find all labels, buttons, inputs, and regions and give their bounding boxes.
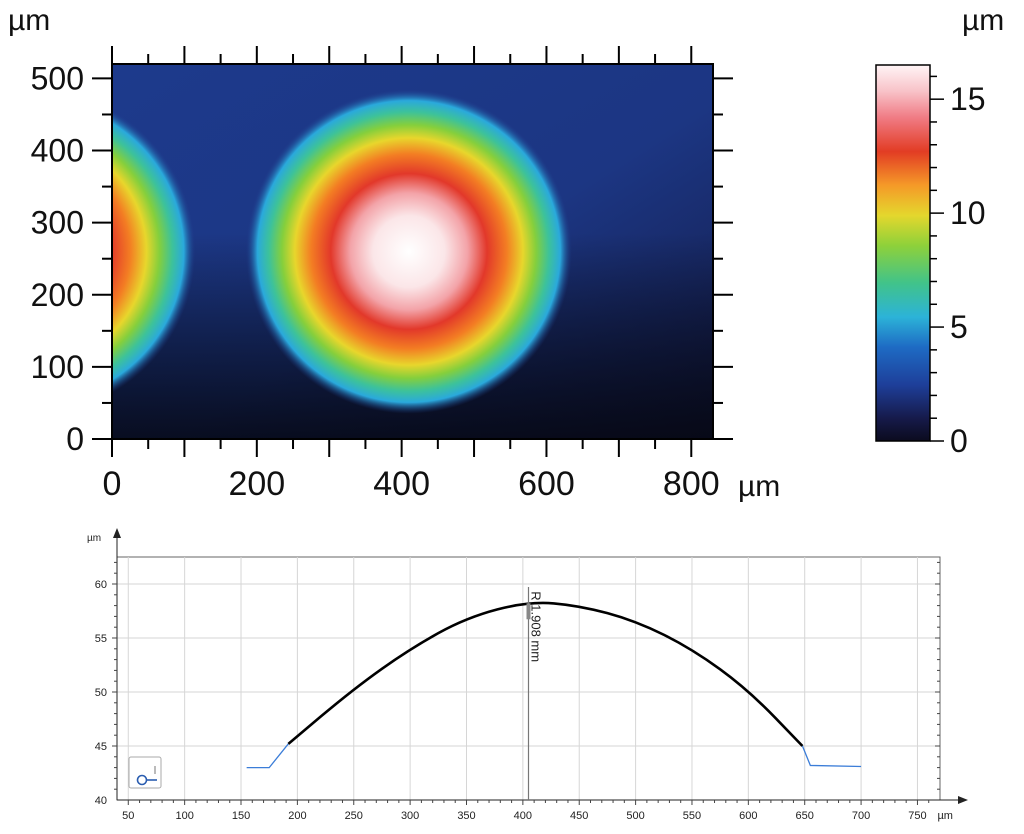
legend[interactable] (128, 756, 162, 789)
y-tick-label: 200 (31, 277, 84, 313)
radius-label: R 1.908 mm (529, 591, 544, 662)
colorbar: 0 5 10 15 µm (875, 4, 1004, 459)
y-tick-label: 55 (95, 633, 107, 645)
x-tick-label: 0 (103, 465, 122, 503)
x-tick-label: 100 (175, 810, 193, 822)
heatmap-frame (111, 63, 714, 440)
x-tick-label: 550 (683, 810, 701, 822)
x-axis-arrow (958, 796, 968, 804)
profile-chart: 50 100 150 200 250 300 350 400 450 500 550 600 650 70… (87, 528, 968, 822)
y-axis-arrow (113, 528, 121, 538)
x-tick-label: 650 (796, 810, 814, 822)
x-tick-label: 350 (457, 810, 475, 822)
x-tick-label: 500 (626, 810, 644, 822)
series-profile-baseline-right (801, 745, 862, 768)
cursor-icon[interactable] (136, 766, 158, 786)
x-tick-label: 800 (663, 465, 720, 503)
x-tick-label: 600 (518, 465, 575, 503)
x-tick-label: 600 (739, 810, 757, 822)
x-tick-label: 750 (908, 810, 926, 822)
y-tick-label: 0 (66, 421, 84, 457)
profile-y-unit: µm (87, 533, 101, 544)
x-tick-label: 450 (570, 810, 588, 822)
radius-marker-handle[interactable] (526, 603, 531, 620)
profile-axes: 50 100 150 200 250 300 350 400 450 500 550 600 650 70… (95, 528, 968, 822)
x-tick-label: 150 (232, 810, 250, 822)
y-tick-label: 60 (95, 579, 107, 591)
profile-series (246, 601, 862, 769)
x-tick-label: 200 (288, 810, 306, 822)
y-tick-label: 50 (95, 687, 107, 699)
y-tick-label: 500 (31, 60, 84, 96)
y-tick-label: 400 (31, 133, 84, 169)
colorbar-tick-label: 15 (950, 81, 986, 117)
x-tick-label: 50 (122, 810, 134, 822)
x-tick-label: 400 (514, 810, 532, 822)
x-tick-label: 700 (852, 810, 870, 822)
series-fitted-arc (287, 601, 804, 747)
heatmap-features (112, 89, 572, 414)
colorbar-tick-label: 0 (950, 423, 968, 459)
height-cap-1 (245, 89, 572, 414)
y-tick-label: 300 (31, 205, 84, 241)
x-tick-label: 250 (345, 810, 363, 822)
radius-annotation: R 1.908 mm (526, 587, 544, 800)
colorbar-unit: µm (962, 4, 1004, 37)
heatmap-y-unit: µm (8, 4, 50, 37)
colorbar-tick-label: 5 (950, 309, 968, 345)
profile-x-unit: µm (937, 810, 953, 822)
y-tick-label: 100 (31, 349, 84, 385)
height-cap-2 (112, 109, 196, 394)
y-tick-label: 45 (95, 741, 107, 753)
x-tick-label: 200 (228, 465, 285, 503)
y-tick-label: 40 (95, 795, 107, 807)
series-profile-baseline-left (246, 743, 289, 769)
heatmap-x-unit: µm (738, 470, 780, 503)
x-tick-label: 400 (373, 465, 430, 503)
heatmap-axes: 0 200 400 600 800 0 100 200 300 400 500 (31, 46, 733, 503)
colorbar-ticks: 0 5 10 15 (930, 75, 986, 459)
heatmap-chart: 0 200 400 600 800 0 100 200 300 400 500 µm µm (8, 4, 780, 503)
colorbar-scale (875, 64, 931, 442)
x-tick-label: 300 (401, 810, 419, 822)
colorbar-tick-label: 10 (950, 195, 986, 231)
